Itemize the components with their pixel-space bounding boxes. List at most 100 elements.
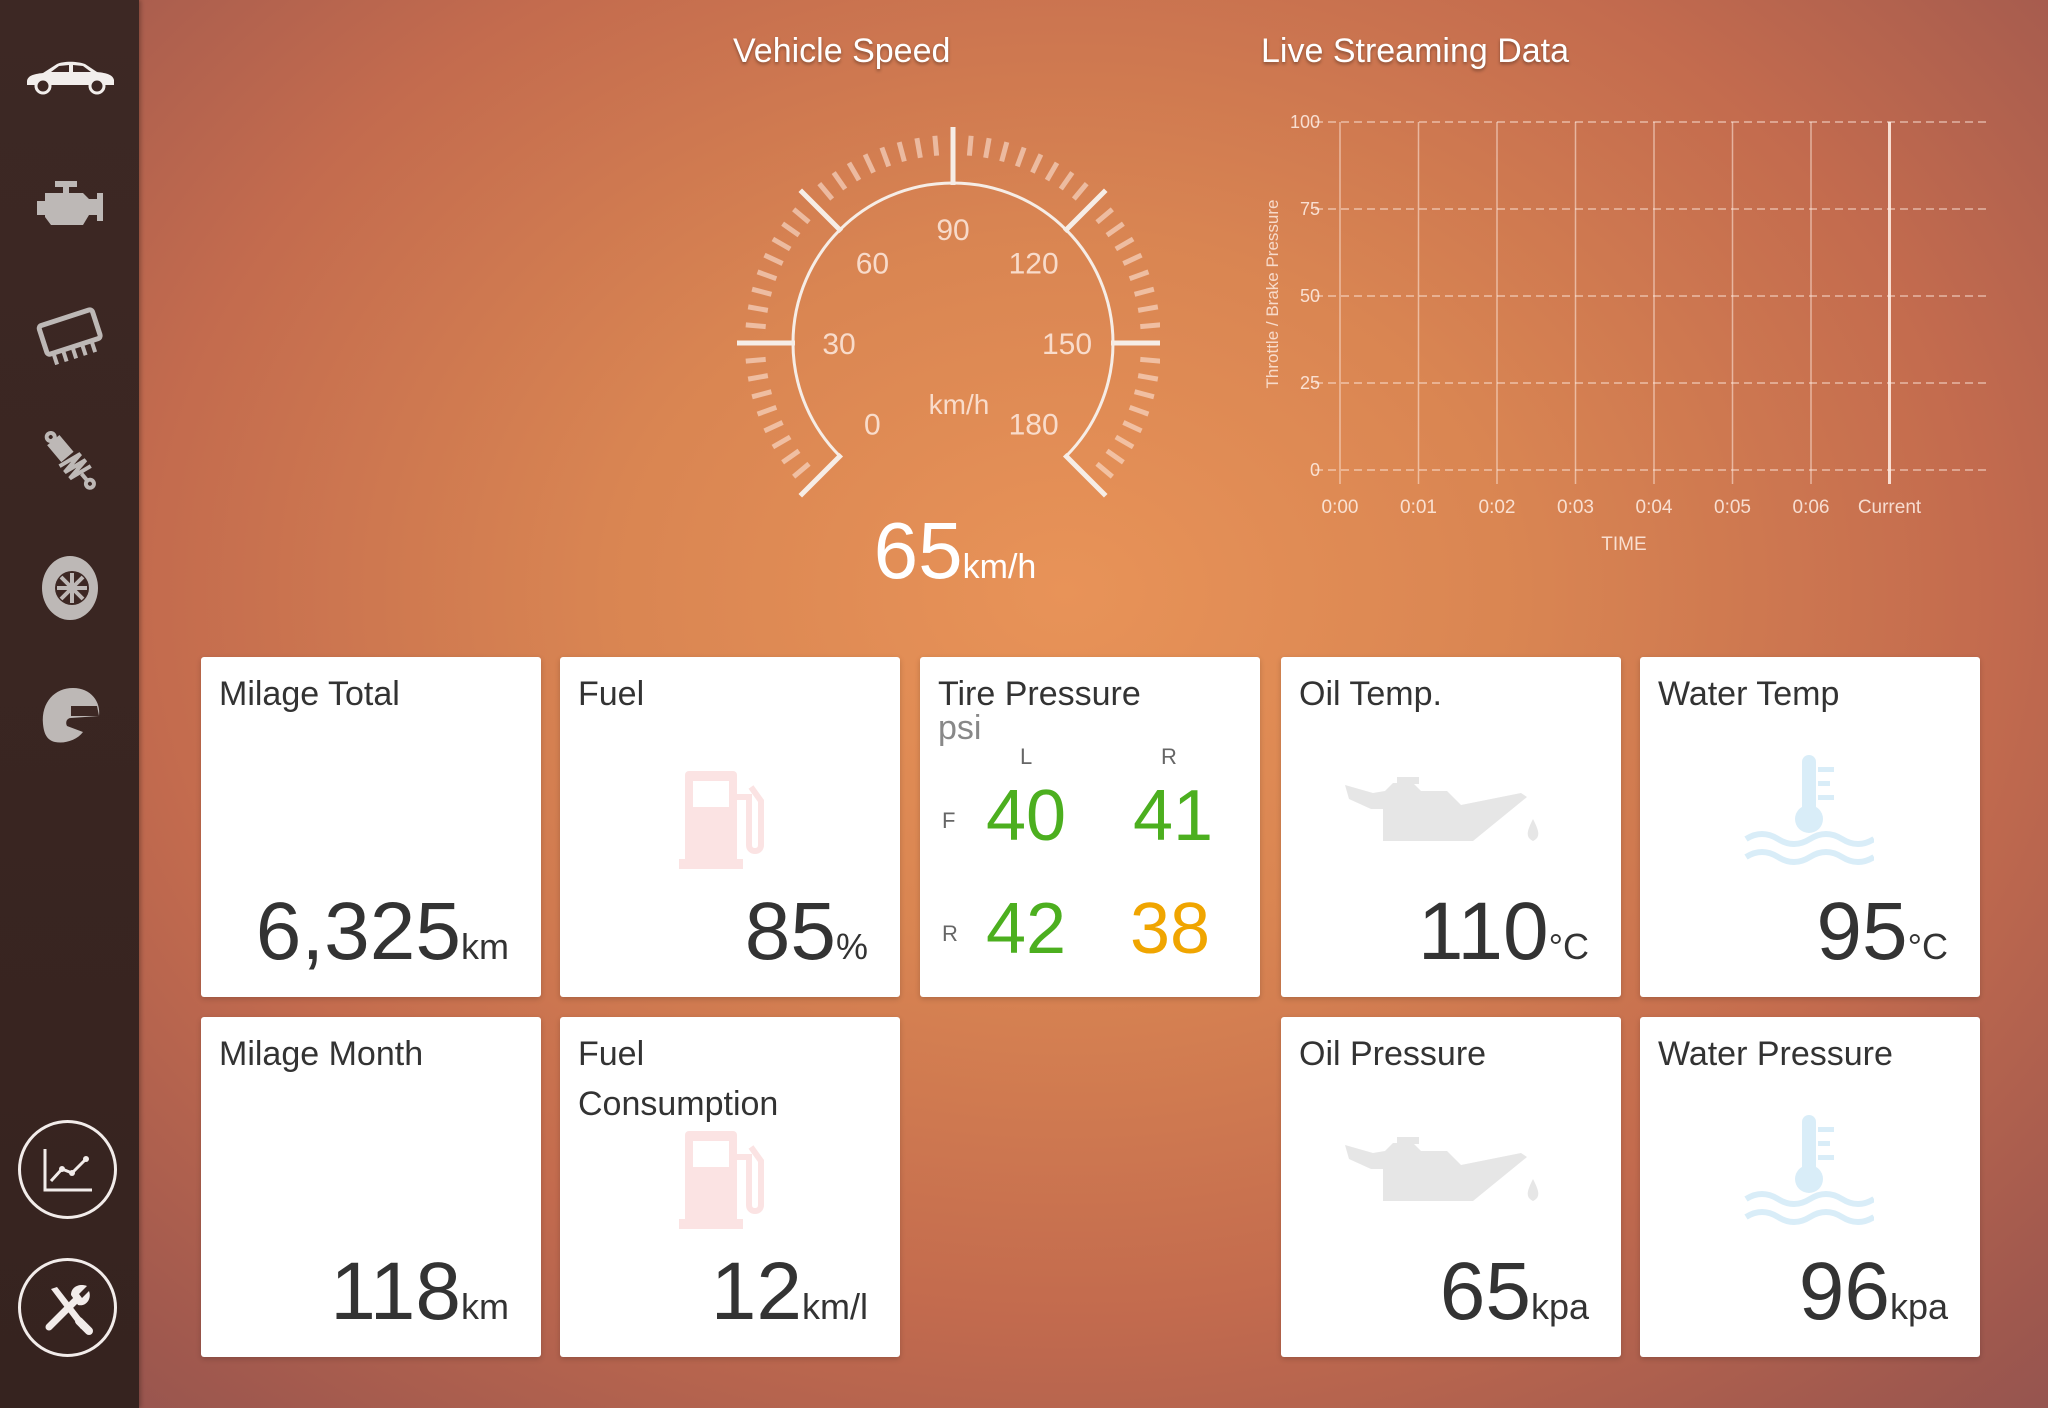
value-number: 65 <box>1439 1246 1531 1337</box>
gauge-unit-label: km/h <box>929 389 990 420</box>
gauge-minor-tick <box>966 135 974 156</box>
speed-gauge: 0 30 60 90 120 150 180 km/h <box>737 127 1160 498</box>
tire-col-left: L <box>1020 744 1033 769</box>
card-fuel-consumption[interactable]: Fuel Consumption 12km/l <box>560 1017 900 1357</box>
card-fuel[interactable]: Fuel 85% <box>560 657 900 997</box>
gauge-minor-tick <box>983 137 992 159</box>
gauge-minor-tick <box>896 141 907 163</box>
gauge-tick-label: 120 <box>1009 247 1059 280</box>
card-title: Milage Total <box>219 675 400 713</box>
card-value: 96kpa <box>1799 1251 1948 1333</box>
tire-row-front: F <box>942 808 956 833</box>
card-value: 95°C <box>1816 891 1948 973</box>
car-icon <box>26 61 114 95</box>
gauge-minor-tick <box>846 161 862 182</box>
chart-line-icon <box>43 1148 92 1191</box>
gauge-tick-label: 150 <box>1042 328 1092 361</box>
card-milage-total[interactable]: Milage Total 6,325km <box>201 657 541 997</box>
gauge-major-tick <box>798 452 844 498</box>
speed-value: 65 <box>873 506 963 595</box>
tire-rear-left: 42 <box>986 889 1067 969</box>
gauge-major-tick <box>1062 452 1108 498</box>
chart-x-tick-label: Current <box>1858 497 1922 518</box>
helmet-icon <box>42 688 99 743</box>
card-title: Oil Pressure <box>1299 1035 1487 1073</box>
chart-x-tick-label: 0:04 <box>1636 497 1673 518</box>
card-title: Fuel Consumption <box>578 1035 779 1123</box>
gauge-minor-tick <box>1014 146 1027 168</box>
chart-y-tick-label: 0 <box>1310 460 1320 480</box>
sidebar-item-ecu[interactable] <box>0 278 139 388</box>
sidebar-item-driver[interactable] <box>0 660 139 770</box>
gauge-minor-tick <box>751 389 773 400</box>
oil-can-icon <box>1345 1137 1539 1201</box>
coolant-temp-icon <box>1744 1115 1874 1225</box>
value-unit: % <box>835 926 868 967</box>
live-title: Live Streaming Data <box>1261 32 1570 70</box>
value-number: 110 <box>1417 886 1549 977</box>
gauge-minor-tick <box>1133 389 1155 400</box>
gauge-minor-tick <box>792 461 811 479</box>
card-value: 118km <box>330 1251 509 1333</box>
gauge-minor-tick <box>1044 161 1060 182</box>
gauge-minor-tick <box>1105 221 1125 238</box>
card-title: Water Temp <box>1658 675 1840 713</box>
gauge-minor-tick <box>1105 448 1125 465</box>
sidebar-item-engine[interactable] <box>0 150 139 260</box>
gauge-minor-tick <box>932 135 940 156</box>
chart-y-tick-label: 50 <box>1300 286 1320 306</box>
gauge-minor-tick <box>1114 434 1135 450</box>
card-water-pressure[interactable]: Water Pressure 96kpa <box>1640 1017 1980 1357</box>
sidebar-item-charts[interactable] <box>18 1120 117 1219</box>
gauge-minor-tick <box>1140 356 1160 364</box>
gauge-minor-tick <box>831 171 848 191</box>
value-number: 12 <box>710 1246 802 1337</box>
chart-x-tick-label: 0:02 <box>1479 497 1516 518</box>
card-oil-temp[interactable]: Oil Temp. 110°C <box>1281 657 1621 997</box>
chart-y-tick-label: 75 <box>1300 199 1320 219</box>
card-water-temp[interactable]: Water Temp 95°C <box>1640 657 1980 997</box>
tools-icon <box>45 1284 93 1335</box>
chart-x-tick-label: 0:03 <box>1557 497 1594 518</box>
tire-unit: psi <box>938 709 982 747</box>
gauge-minor-tick <box>756 269 778 282</box>
sidebar-item-suspension[interactable] <box>0 405 139 515</box>
card-oil-pressure[interactable]: Oil Pressure 65kpa <box>1281 1017 1621 1357</box>
sidebar-item-settings[interactable] <box>18 1258 117 1357</box>
gauge-minor-tick <box>1058 171 1075 191</box>
tire-rear-right: 38 <box>1130 889 1211 969</box>
value-number: 118 <box>330 1246 461 1337</box>
sidebar-item-wheel[interactable] <box>0 533 139 643</box>
gauge-minor-tick <box>1133 286 1155 297</box>
gauge-minor-tick <box>747 304 769 313</box>
chart-x-tick-label: 0:01 <box>1400 497 1437 518</box>
gauge-minor-tick <box>1114 236 1135 252</box>
suspension-icon <box>44 431 96 490</box>
chart-x-tick-label: 0:05 <box>1714 497 1751 518</box>
chart-y-axis-label: Throttle / Brake Pressure <box>1263 200 1282 389</box>
value-number: 6,325 <box>255 886 461 977</box>
chip-icon <box>36 307 103 365</box>
card-title: Milage Month <box>219 1035 424 1073</box>
gauge-minor-tick <box>771 434 792 450</box>
gauge-minor-tick <box>1122 420 1143 434</box>
tire-front-right: 41 <box>1133 776 1214 856</box>
gauge-minor-tick <box>817 182 835 201</box>
speed-unit: km/h <box>962 548 1037 586</box>
live-chart: 0:00 0:01 0:02 0:03 0:04 0:05 0:06 Current 0 25 50… <box>1263 112 1990 555</box>
card-milage-month[interactable]: Milage Month 118km <box>201 1017 541 1357</box>
oil-can-icon <box>1345 777 1539 841</box>
gauge-minor-tick <box>1095 461 1114 479</box>
value-unit: kpa <box>1530 1286 1589 1327</box>
gauge-minor-tick <box>751 286 773 297</box>
gauge-tick-label: 60 <box>856 247 889 280</box>
gauge-tick-label: 90 <box>936 214 969 247</box>
chart-x-tick-label: 0:00 <box>1322 497 1359 518</box>
value-unit: kpa <box>1889 1286 1948 1327</box>
sidebar-item-car[interactable] <box>0 20 139 130</box>
gauge-minor-tick <box>771 236 792 252</box>
gauge-minor-tick <box>1128 269 1150 282</box>
card-tire-pressure[interactable]: Tire Pressure psi <box>920 657 1260 997</box>
gauge-minor-tick <box>747 373 769 382</box>
gauge-minor-tick <box>879 146 892 168</box>
